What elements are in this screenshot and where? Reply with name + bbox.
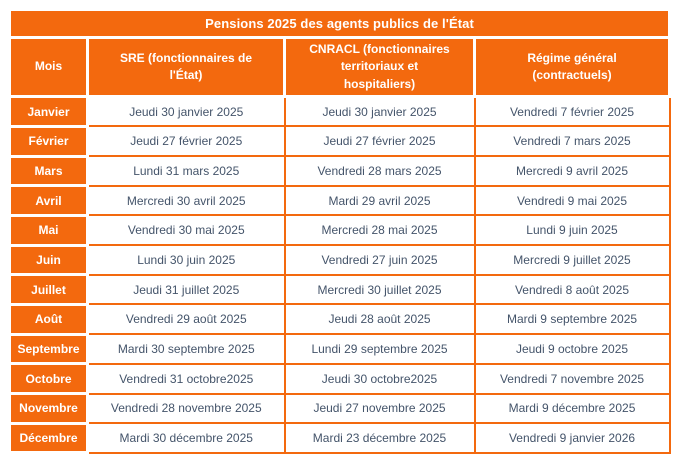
table-row-aout: Août Vendredi 29 août 2025 Jeudi 28 août… (8, 303, 671, 336)
month-cell: Février (8, 124, 89, 158)
pensions-table-container: Pensions 2025 des agents publics de l'Ét… (7, 8, 672, 455)
date-cell-regime: Jeudi 9 octobre 2025 (473, 333, 671, 365)
date-cell-cnracl: Jeudi 28 août 2025 (283, 303, 476, 336)
date-cell-regime: Vendredi 9 janvier 2026 (473, 422, 671, 454)
date-cell-cnracl: Lundi 29 septembre 2025 (283, 333, 476, 365)
date-cell-sre: Jeudi 31 juillet 2025 (86, 273, 286, 306)
pensions-table: Pensions 2025 des agents publics de l'Ét… (7, 8, 672, 455)
date-cell-regime: Mardi 9 décembre 2025 (473, 392, 671, 425)
date-cell-sre: Lundi 30 juin 2025 (86, 244, 286, 276)
date-cell-regime: Vendredi 7 mars 2025 (473, 125, 671, 158)
table-row-fevrier: Février Jeudi 27 février 2025 Jeudi 27 f… (8, 124, 671, 158)
date-cell-sre: Mercredi 30 avril 2025 (86, 184, 286, 217)
table-row-janvier: Janvier Jeudi 30 janvier 2025 Jeudi 30 j… (8, 95, 671, 128)
date-cell-regime: Vendredi 7 novembre 2025 (473, 362, 671, 395)
table-row-septembre: Septembre Mardi 30 septembre 2025 Lundi … (8, 332, 671, 366)
date-cell-sre: Lundi 31 mars 2025 (86, 155, 286, 187)
date-cell-regime: Mardi 9 septembre 2025 (473, 303, 671, 336)
date-cell-cnracl: Jeudi 30 janvier 2025 (283, 95, 476, 128)
month-cell: Avril (8, 184, 89, 217)
column-header-cnracl: CNRACL (fonctionnaires territoriaux et h… (283, 35, 476, 99)
date-cell-sre: Jeudi 30 janvier 2025 (86, 95, 286, 128)
column-header-sre: SRE (fonctionnaires de l'État) (86, 35, 286, 99)
column-header-mois: Mois (8, 35, 89, 99)
date-cell-cnracl: Jeudi 27 février 2025 (283, 125, 476, 158)
date-cell-sre: Mardi 30 décembre 2025 (86, 422, 286, 454)
month-cell: Juillet (8, 273, 89, 306)
date-cell-sre: Vendredi 29 août 2025 (86, 303, 286, 336)
date-cell-sre: Jeudi 27 février 2025 (86, 125, 286, 158)
month-cell: Mars (8, 154, 89, 188)
table-row-avril: Avril Mercredi 30 avril 2025 Mardi 29 av… (8, 184, 671, 217)
date-cell-cnracl: Vendredi 27 juin 2025 (283, 244, 476, 276)
date-cell-cnracl: Mercredi 30 juillet 2025 (283, 273, 476, 306)
month-cell: Mai (8, 213, 89, 247)
date-cell-regime: Vendredi 7 février 2025 (473, 95, 671, 128)
date-cell-cnracl: Jeudi 27 novembre 2025 (283, 392, 476, 425)
date-cell-sre: Mardi 30 septembre 2025 (86, 333, 286, 365)
table-row-mai: Mai Vendredi 30 mai 2025 Mercredi 28 mai… (8, 213, 671, 247)
date-cell-cnracl: Vendredi 28 mars 2025 (283, 155, 476, 187)
title-row: Pensions 2025 des agents publics de l'Ét… (7, 8, 672, 39)
column-header-regime-general: Régime général (contractuels) (472, 35, 672, 99)
month-cell: Décembre (8, 421, 89, 455)
header-row: Mois SRE (fonctionnaires de l'État) CNRA… (8, 35, 672, 99)
date-cell-regime: Vendredi 9 mai 2025 (473, 184, 671, 217)
month-cell: Octobre (8, 362, 89, 396)
table-row-octobre: Octobre Vendredi 31 octobre2025 Jeudi 30… (8, 362, 671, 396)
month-cell: Janvier (8, 95, 89, 128)
date-cell-sre: Vendredi 30 mai 2025 (86, 214, 286, 247)
month-cell: Juin (8, 243, 89, 277)
table-row-juillet: Juillet Jeudi 31 juillet 2025 Mercredi 3… (8, 273, 671, 306)
date-cell-cnracl: Mardi 23 décembre 2025 (283, 422, 476, 454)
date-cell-regime: Mercredi 9 juillet 2025 (473, 244, 671, 276)
date-cell-cnracl: Mardi 29 avril 2025 (283, 184, 476, 217)
date-cell-regime: Mercredi 9 avril 2025 (473, 155, 671, 187)
month-cell: Novembre (8, 392, 89, 425)
date-cell-regime: Lundi 9 juin 2025 (473, 214, 671, 247)
date-cell-cnracl: Jeudi 30 octobre2025 (283, 362, 476, 395)
month-cell: Août (8, 303, 89, 336)
table-row-novembre: Novembre Vendredi 28 novembre 2025 Jeudi… (8, 392, 671, 425)
date-cell-cnracl: Mercredi 28 mai 2025 (283, 214, 476, 247)
month-cell: Septembre (8, 332, 89, 366)
date-cell-sre: Vendredi 28 novembre 2025 (86, 392, 286, 425)
date-cell-sre: Vendredi 31 octobre2025 (86, 362, 286, 395)
table-row-juin: Juin Lundi 30 juin 2025 Vendredi 27 juin… (8, 243, 671, 277)
table-title: Pensions 2025 des agents publics de l'Ét… (7, 8, 672, 39)
table-row-mars: Mars Lundi 31 mars 2025 Vendredi 28 mars… (8, 154, 671, 188)
table-row-decembre: Décembre Mardi 30 décembre 2025 Mardi 23… (8, 421, 671, 455)
date-cell-regime: Vendredi 8 août 2025 (473, 273, 671, 306)
